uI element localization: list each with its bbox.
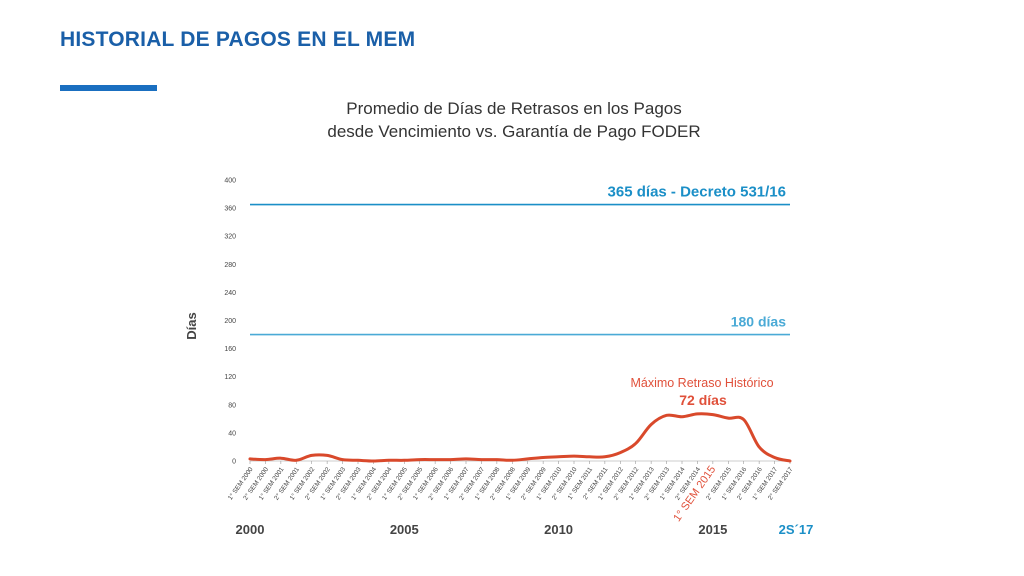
annotation-label: Máximo Retraso Histórico [630, 376, 773, 390]
annotation-value: 72 días [679, 392, 727, 408]
y-tick-label: 320 [224, 234, 236, 241]
chart-title-line-1: Promedio de Días de Retrasos en los Pago… [346, 99, 681, 118]
title-accent-rule [60, 85, 157, 91]
y-axis-label: Días [184, 312, 199, 339]
period-label: 2005 [390, 522, 419, 537]
period-label: 2S´17 [779, 522, 814, 537]
period-label: 2000 [236, 522, 265, 537]
y-tick-label: 240 [224, 290, 236, 297]
y-tick-label: 0 [232, 459, 236, 466]
reference-line-label: 180 días [731, 314, 786, 330]
period-label: 2010 [544, 522, 573, 537]
period-labels: 2000 2005 2010 2015 2S´17 [236, 522, 814, 537]
y-tick-label: 200 [224, 318, 236, 325]
reference-line-label: 365 días - Decreto 531/16 [608, 184, 786, 201]
y-tick-label: 400 [224, 178, 236, 185]
series-line [248, 412, 792, 463]
period-label: 2015 [698, 522, 727, 537]
y-tick-label: 120 [224, 374, 236, 381]
series-layer [248, 412, 792, 463]
chart-title-line-2: desde Vencimiento vs. Garantía de Pago F… [327, 122, 700, 141]
y-axis: 0 40 80 120 160 200 240 280 320 360 400 [224, 178, 236, 466]
y-tick-label: 280 [224, 262, 236, 269]
y-tick-label: 80 [228, 402, 236, 409]
y-tick-label: 40 [228, 430, 236, 437]
y-tick-label: 160 [224, 346, 236, 353]
y-tick-label: 360 [224, 206, 236, 213]
page-title: HISTORIAL DE PAGOS EN EL MEM [60, 28, 416, 51]
reference-lines: 365 días - Decreto 531/16 180 días [250, 184, 790, 336]
